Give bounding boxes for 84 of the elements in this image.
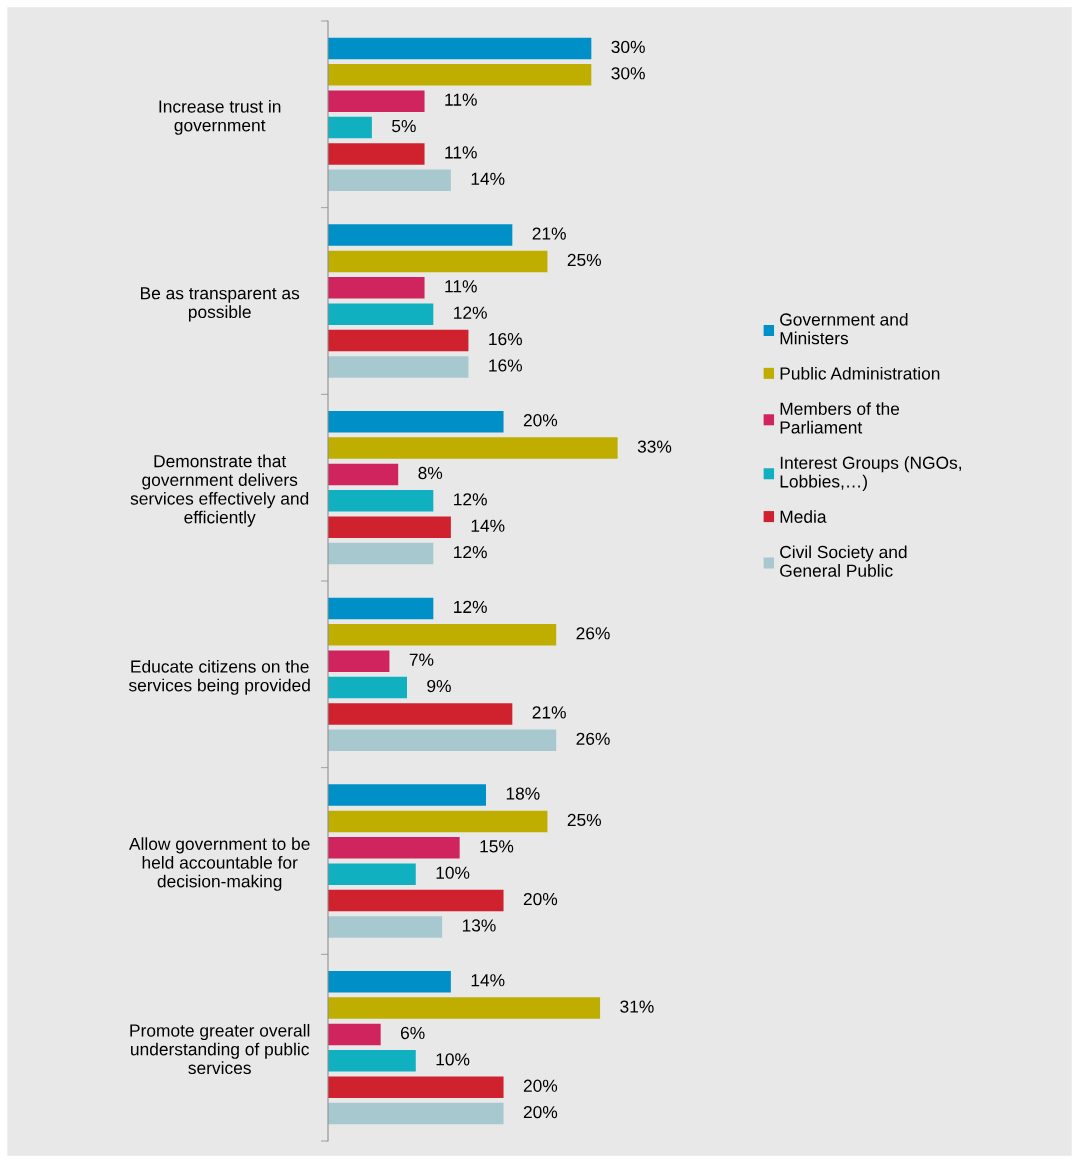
bar [328,676,407,699]
y-tick-label: Promote greater overall understanding of public services [130,1023,310,1075]
data-label: 20% [523,414,558,427]
legend-label: Interest Groups (NGOs, Lobbies,…) [780,456,961,492]
data-label: 13% [462,919,496,932]
bar [328,516,451,538]
legend-label: Media [780,510,827,523]
bar [328,729,557,752]
y-tick-label: Increase trust in government [159,99,281,135]
data-label: 16% [489,332,523,346]
legend-label: Public Administration [780,366,940,380]
y-tick-label: Allow government to be held accountable for decision-making [128,837,310,891]
legend-label: Members of the Parliament [780,402,900,434]
bar [328,624,557,646]
data-label: 12% [454,545,487,559]
bar [328,970,451,993]
bar [328,169,451,192]
y-tick-label: Demonstrate that government delivers services effectively and efficiently [130,454,309,527]
data-label: 30% [611,67,645,80]
bar [328,1023,381,1046]
bar [328,116,372,139]
bar [328,303,434,325]
data-label: 14% [471,519,505,532]
bar [328,703,513,725]
data-label: 25% [567,813,602,827]
bar [328,410,504,433]
bar [328,277,425,299]
data-label: 31% [620,1000,654,1013]
bar [328,837,460,859]
y-tick-label: Educate citizens on the services being provided [128,659,310,695]
bar [328,1050,416,1072]
data-label: 26% [576,627,610,640]
bar [328,490,434,512]
data-label: 14% [471,974,505,987]
data-label: 30% [611,40,645,54]
bar [328,1102,504,1125]
data-label: 8% [418,466,443,480]
y-tick-label: Be as transparent as possible [141,287,300,322]
bar [328,143,425,165]
data-label: 11% [445,280,477,293]
data-label: 21% [532,227,566,240]
data-label: 11% [445,93,477,106]
data-label: 20% [523,892,558,906]
bar [328,1076,504,1098]
bar [328,437,618,459]
bar [328,90,425,112]
bar [328,250,548,273]
data-label: 20% [523,1105,558,1119]
data-label: 10% [436,1053,470,1066]
bar [328,784,486,806]
bar [328,863,416,885]
bar [328,650,390,672]
legend-label: Civil Society and General Public [780,545,907,577]
data-label: 21% [532,706,566,719]
data-label: 11% [445,146,477,159]
bar [328,329,469,352]
bar [328,463,399,486]
data-label: 26% [576,732,610,745]
data-label: 15% [480,840,514,853]
data-label: 10% [436,866,470,879]
data-label: 12% [454,306,487,319]
bar [328,64,592,86]
data-label: 25% [567,253,602,267]
data-label: 6% [400,1026,425,1040]
bar [328,356,469,378]
legend-label: Government and Ministers [780,312,908,345]
data-label: 5% [392,119,416,133]
data-label: 12% [454,493,487,506]
data-label: 33% [637,440,672,453]
data-label: 9% [427,679,451,693]
data-label: 16% [489,359,523,372]
bar [328,37,592,60]
bar [328,889,504,912]
bar [328,597,434,620]
data-label: 7% [409,653,434,666]
data-label: 12% [454,600,487,613]
bar [328,810,548,833]
bar [328,997,601,1019]
data-label: 18% [506,787,540,800]
bar [328,542,434,565]
data-label: 14% [471,172,505,185]
bar [328,224,513,246]
data-label: 20% [523,1079,558,1092]
bar [328,916,443,938]
